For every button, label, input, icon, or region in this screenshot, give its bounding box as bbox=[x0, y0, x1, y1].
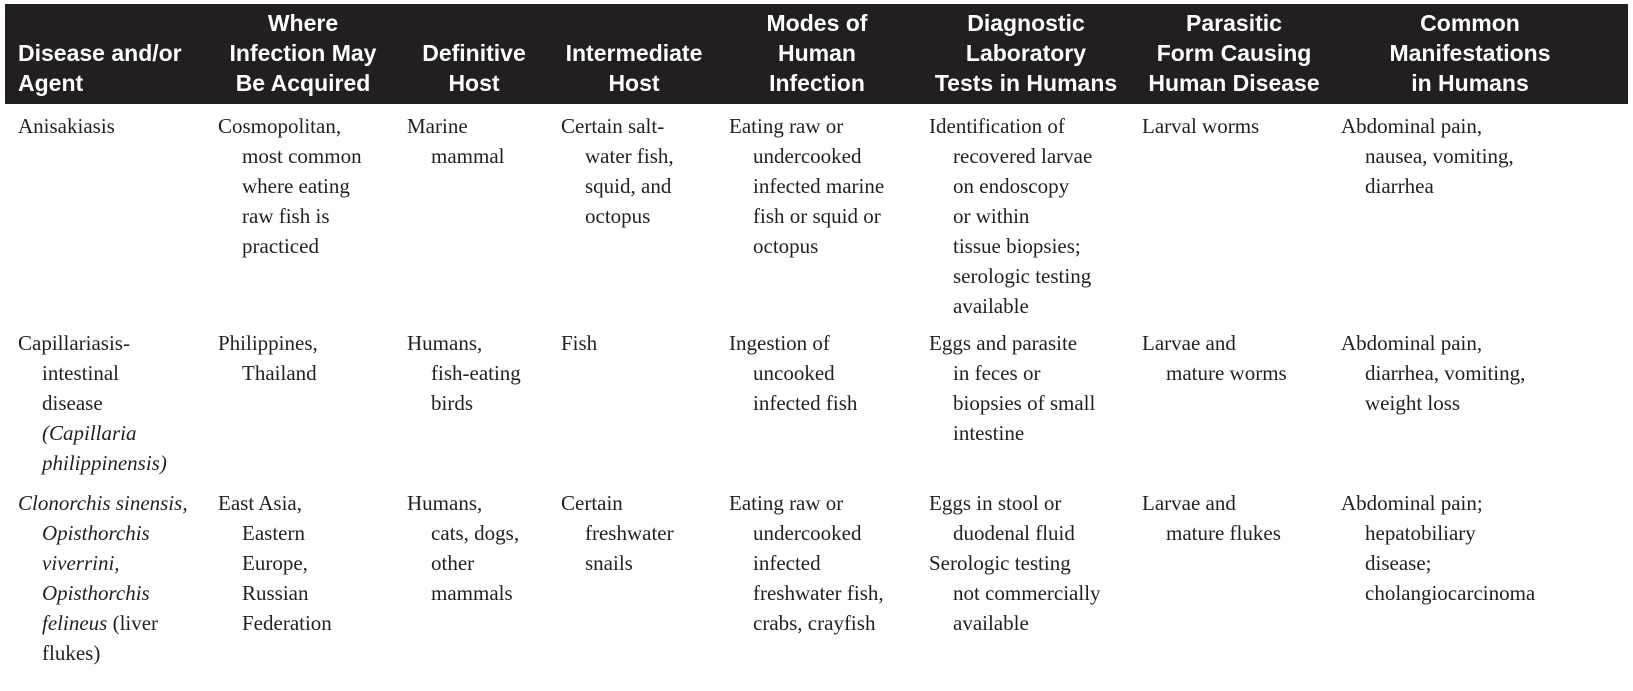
row-liver-flukes-intermediate-host: Certain freshwater snails bbox=[561, 491, 674, 575]
row-liver-flukes-parasitic-form: Larvae and mature flukes bbox=[1142, 491, 1281, 545]
row-liver-flukes-manifestations: Abdominal pain; hepatobiliary disease; c… bbox=[1341, 491, 1536, 605]
header-parasitic-form: Parasitic Form Causing Human Disease bbox=[1148, 10, 1320, 96]
row-liver-flukes-where: East Asia, Eastern Europe, Russian Feder… bbox=[218, 491, 332, 635]
row-capillariasis-intermediate-host: Fish bbox=[561, 331, 598, 355]
row-liver-flukes-disease: Clonorchis sinensis, Opisthorchis viverr… bbox=[18, 491, 188, 665]
row-liver-flukes-modes: Eating raw or undercooked infected fresh… bbox=[729, 491, 884, 635]
row-capillariasis-manifestations: Abdominal pain, diarrhea, vomiting, weig… bbox=[1341, 331, 1526, 415]
table-header-row bbox=[5, 4, 1628, 104]
row-anisakiasis-intermediate-host: Certain salt- water fish, squid, and oct… bbox=[561, 114, 674, 228]
row-capillariasis-disease: Capillariasis- intestinal disease (Capil… bbox=[18, 331, 167, 475]
header-disease-agent: Disease and/or Agent bbox=[18, 40, 182, 96]
header-intermediate-host: Intermediate Host bbox=[565, 40, 703, 96]
row-capillariasis-definitive-host: Humans, fish-eating birds bbox=[407, 331, 521, 415]
row-liver-flukes-definitive-host: Humans, cats, dogs, other mammals bbox=[407, 491, 520, 605]
header-diagnostic-tests: Diagnostic Laboratory Tests in Humans bbox=[934, 10, 1118, 96]
row-capillariasis-modes: Ingestion of uncooked infected fish bbox=[729, 331, 858, 415]
row-capillariasis-tests: Eggs and parasite in feces or biopsies o… bbox=[929, 331, 1096, 445]
row-anisakiasis-parasitic-form: Larval worms bbox=[1142, 114, 1260, 138]
row-anisakiasis-disease: Anisakiasis bbox=[18, 114, 115, 138]
header-definitive-host: Definitive Host bbox=[422, 40, 526, 96]
row-capillariasis-parasitic-form: Larvae and mature worms bbox=[1142, 331, 1287, 385]
row-anisakiasis-manifestations: Abdominal pain, nausea, vomiting, diarrh… bbox=[1341, 114, 1514, 198]
row-anisakiasis-where: Cosmopolitan, most common where eating r… bbox=[218, 114, 362, 258]
header-common-manifestations: Common Manifestations in Humans bbox=[1389, 10, 1551, 96]
row-liver-flukes-tests: Eggs in stool or duodenal fluid Serologi… bbox=[929, 491, 1101, 635]
row-capillariasis-where: Philippines, Thailand bbox=[218, 331, 318, 385]
header-modes-of-infection: Modes of Human Infection bbox=[766, 10, 868, 96]
row-anisakiasis-modes: Eating raw or undercooked infected marin… bbox=[729, 114, 885, 258]
row-anisakiasis-definitive-host: Marine mammal bbox=[407, 114, 505, 168]
header-where-acquired: Where Infection May Be Acquired bbox=[229, 10, 377, 96]
row-anisakiasis-tests: Identification of recovered larvae on en… bbox=[929, 114, 1093, 318]
